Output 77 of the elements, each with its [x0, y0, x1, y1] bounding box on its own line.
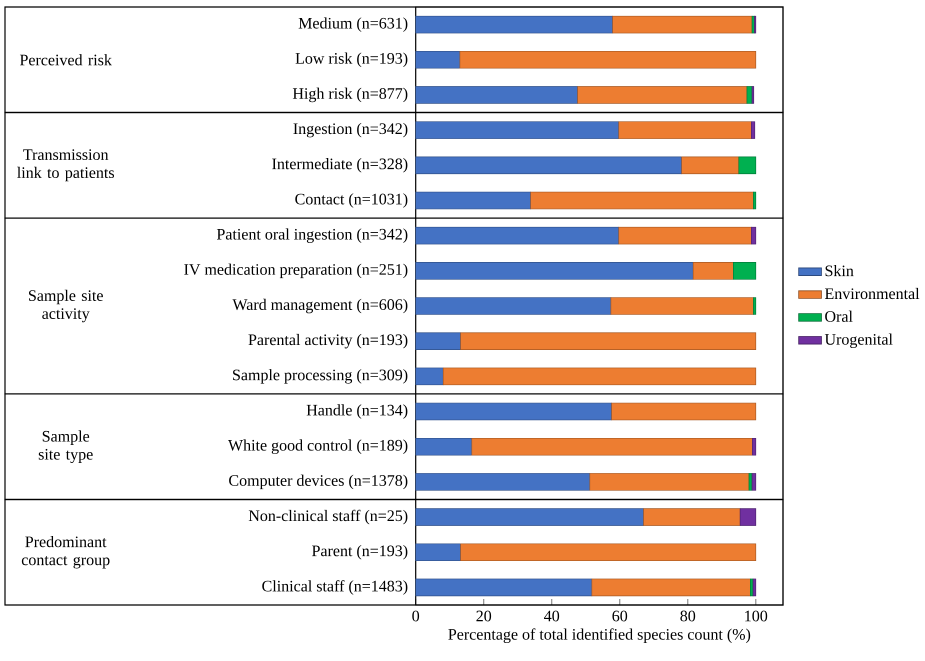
bar	[752, 438, 756, 456]
bar	[610, 297, 754, 315]
bar	[618, 226, 752, 244]
bar	[681, 156, 740, 174]
bar	[415, 508, 644, 526]
x-tick-label: 0	[412, 610, 420, 622]
y-tick-label: Sample processing (n=309)	[233, 369, 408, 384]
y-tick-label: Intermediate (n=328)	[272, 158, 408, 173]
y-tick-label: White good control (n=189)	[228, 439, 408, 454]
bar	[415, 402, 612, 420]
x-tick-label: 100	[745, 610, 768, 622]
text: Predominant contact group	[22, 536, 110, 569]
bar	[460, 332, 756, 350]
y-tick-label: High risk (n=877)	[292, 88, 408, 102]
x-tick-label: 40	[544, 610, 560, 622]
y-tick-label: Contact (n=1031)	[295, 193, 408, 208]
bar	[752, 473, 756, 491]
bar	[612, 16, 752, 34]
bar	[471, 438, 753, 456]
legend-label: Urogenital	[824, 334, 893, 348]
y-tick-label: Parental activity (n=193)	[248, 334, 408, 348]
legend-label: Skin	[826, 265, 854, 276]
text: Sample site type	[38, 430, 93, 463]
y-tick-label: Ward management (n=606)	[232, 298, 408, 314]
bar	[753, 297, 756, 315]
x-tick-label: 20	[476, 610, 492, 622]
y-tick-label: Handle (n=134)	[306, 404, 408, 419]
x-tick-label: 80	[680, 610, 696, 622]
bar	[415, 473, 590, 491]
y-tick-label: Medium (n=631)	[298, 17, 408, 32]
y-tick-label: Clinical staff (n=1483)	[262, 580, 408, 595]
y-tick-label: Parent (n=193)	[312, 544, 408, 560]
bar	[415, 438, 472, 456]
bar	[751, 121, 756, 139]
legend-label: Oral	[825, 310, 853, 322]
bar	[530, 192, 754, 210]
bar	[692, 262, 734, 280]
bar	[415, 16, 613, 34]
bar	[415, 543, 461, 562]
y-tick-label: Ingestion (n=342)	[293, 122, 408, 138]
bar	[415, 262, 694, 280]
bar	[618, 121, 752, 139]
bar	[415, 297, 612, 315]
bar	[442, 368, 756, 386]
bar	[415, 121, 620, 139]
bar	[460, 50, 756, 69]
bar	[577, 86, 748, 104]
bar	[415, 86, 578, 104]
x-tick-label: 60	[612, 610, 628, 622]
bar	[415, 192, 531, 210]
bar	[592, 578, 751, 596]
y-tick-label: Non-clinical staff (n=25)	[248, 510, 408, 524]
text: Sample site activity	[28, 290, 103, 322]
bar	[415, 156, 682, 174]
bar	[460, 543, 756, 562]
bar	[643, 508, 740, 526]
bar	[752, 578, 756, 596]
bar	[753, 192, 756, 210]
text: Transmission link to patients	[17, 149, 114, 182]
y-tick-label: Patient oral ingestion (n=342)	[216, 228, 408, 243]
y-tick-label: IV medication preparation (n=251)	[184, 264, 408, 278]
bar	[751, 226, 756, 244]
y-tick-label: Computer devices (n=1378)	[229, 474, 408, 490]
bar	[738, 156, 756, 174]
legend-label: Environmental	[824, 288, 920, 300]
bar	[415, 368, 444, 386]
bar	[415, 578, 592, 596]
text: Perceived risk	[20, 54, 112, 66]
y-tick-label: Low risk (n=193)	[296, 52, 408, 68]
bar	[415, 332, 461, 350]
bar	[589, 473, 750, 491]
bar	[611, 402, 756, 420]
bar	[415, 226, 620, 244]
bar	[740, 508, 756, 526]
bar	[733, 262, 756, 280]
x-axis-title: Percentage of total identified species count (%)	[448, 628, 750, 644]
bar	[415, 50, 460, 69]
